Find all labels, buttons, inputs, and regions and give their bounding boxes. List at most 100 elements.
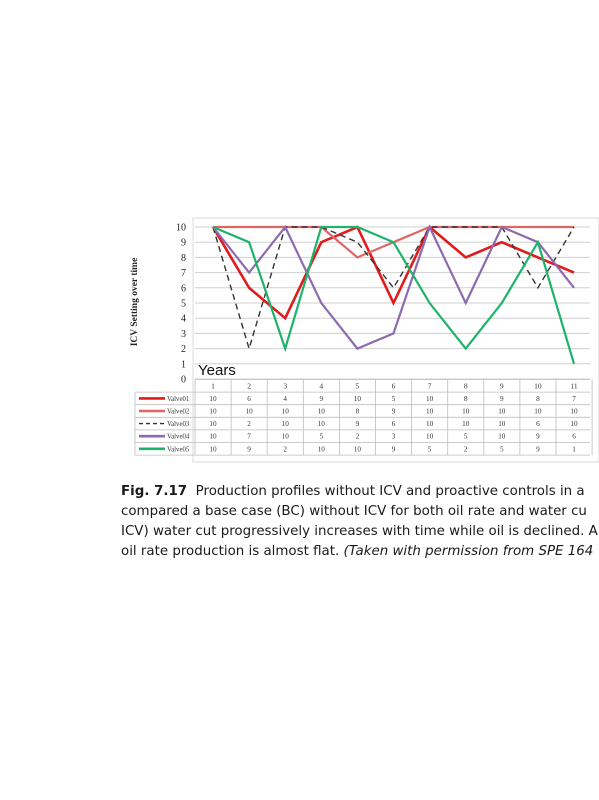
data-label: 9 — [392, 408, 396, 416]
caption-text-4: oil rate production is almost flat. — [121, 544, 344, 559]
caption-fig-label: Fig. 7.17 — [121, 484, 188, 499]
x-tick-label: 11 — [570, 382, 577, 391]
data-label: 10 — [354, 445, 362, 453]
series-line-valve05 — [212, 225, 576, 365]
y-tick-label: 5 — [181, 299, 186, 310]
data-label: 10 — [570, 420, 578, 428]
data-label: 10 — [534, 408, 542, 416]
series-line-valve04 — [212, 224, 575, 350]
x-tick-label: 2 — [247, 382, 251, 391]
data-label: 8 — [356, 408, 360, 416]
data-label: 10 — [318, 408, 326, 416]
data-label: 10 — [354, 395, 362, 403]
data-label: 6 — [247, 395, 251, 403]
data-label: 9 — [320, 395, 324, 403]
y-tick-label: 3 — [181, 329, 186, 340]
data-label: 9 — [247, 445, 251, 453]
data-label: 10 — [318, 420, 326, 428]
data-label: 5 — [320, 433, 324, 441]
data-label: 10 — [426, 395, 434, 403]
data-label: 9 — [536, 433, 540, 441]
data-label: 10 — [282, 433, 290, 441]
y-axis-label: ICV Setting over time — [130, 258, 140, 347]
data-label: 10 — [498, 420, 506, 428]
x-tick-label: 6 — [392, 382, 396, 391]
data-label: 10 — [282, 420, 290, 428]
data-label: 4 — [283, 395, 287, 403]
x-tick-label: 9 — [500, 382, 504, 391]
data-label: 10 — [426, 408, 434, 416]
data-label: 10 — [570, 408, 578, 416]
data-label: 2 — [283, 445, 287, 453]
y-tick-labels: 0 1 2 3 4 5 6 7 8 9 10 — [176, 223, 186, 386]
caption-credit: (Taken with permission from SPE 164 — [343, 544, 594, 559]
x-tick-label: 7 — [428, 382, 432, 391]
data-label: 10 — [209, 408, 217, 416]
data-label: 10 — [462, 408, 470, 416]
caption-text-1: Production profiles without ICV and proa… — [195, 484, 585, 499]
data-label: 1 — [572, 445, 576, 453]
data-label: 10 — [498, 433, 506, 441]
y-tick-label: 2 — [181, 344, 186, 355]
x-tick-label: 4 — [319, 382, 323, 391]
x-tick-label: 5 — [356, 382, 360, 391]
data-label: 10 — [318, 445, 326, 453]
x-tick-label: 8 — [464, 382, 468, 391]
x-tick-label: 3 — [283, 382, 287, 391]
data-table: 1 2 3 4 5 6 7 8 9 10 11 Valve01 10 6 4 9 10 5 10 8 9 8 7 Valve0… — [134, 379, 593, 456]
legend-entry: Valve01 — [167, 396, 189, 403]
caption-line-4: oil rate production is almost flat. (Tak… — [121, 542, 599, 562]
data-label: 7 — [247, 433, 251, 441]
data-label: 10 — [209, 433, 217, 441]
y-tick-label: 0 — [181, 375, 186, 386]
data-label: 2 — [356, 433, 360, 441]
data-label: 7 — [572, 395, 576, 403]
y-tick-label: 10 — [176, 223, 186, 234]
data-label: 5 — [392, 395, 396, 403]
data-label: 9 — [356, 420, 360, 428]
data-label: 10 — [426, 433, 434, 441]
data-label: 3 — [392, 433, 396, 441]
data-label: 9 — [500, 395, 504, 403]
data-label: 6 — [392, 420, 396, 428]
data-label: 10 — [462, 420, 470, 428]
data-label: 8 — [464, 395, 468, 403]
data-label: 10 — [209, 420, 217, 428]
data-label: 10 — [246, 408, 254, 416]
caption-line-2: compared a base case (BC) without ICV fo… — [121, 504, 587, 519]
data-label: 9 — [536, 445, 540, 453]
x-tick-label: 1 — [211, 382, 215, 391]
y-tick-label: 4 — [181, 314, 186, 325]
data-label: 10 — [498, 408, 506, 416]
legend-entry: Valve04 — [167, 434, 190, 441]
data-label: 5 — [464, 433, 468, 441]
figure-caption: Fig. 7.17 Production profiles without IC… — [121, 482, 599, 592]
data-label: 8 — [536, 395, 540, 403]
x-axis-label: Years — [198, 362, 236, 379]
data-label: 6 — [572, 433, 576, 441]
data-label: 5 — [500, 445, 504, 453]
x-tick-label: 10 — [534, 382, 542, 391]
series-lines — [211, 224, 576, 365]
data-label: 10 — [209, 395, 217, 403]
data-label: 2 — [464, 445, 468, 453]
y-tick-label: 9 — [181, 238, 186, 249]
y-tick-label: 1 — [181, 359, 186, 370]
icv-chart: 0 1 2 3 4 5 6 7 8 9 10 ICV Setting over time Years… — [130, 217, 599, 463]
data-label: 6 — [536, 420, 540, 428]
legend-entry: Valve03 — [167, 421, 190, 428]
caption-line-3: ICV) water cut progressively increases w… — [121, 524, 598, 539]
y-tick-label: 8 — [181, 253, 186, 264]
y-tick-label: 6 — [181, 283, 186, 294]
legend-entry: Valve05 — [167, 446, 190, 453]
data-label: 2 — [247, 420, 251, 428]
legend-entry: Valve02 — [167, 409, 190, 416]
y-tick-label: 7 — [181, 268, 186, 279]
series-line-valve03 — [212, 226, 575, 352]
data-label: 10 — [282, 408, 290, 416]
data-label: 10 — [426, 420, 434, 428]
data-label: 9 — [392, 445, 396, 453]
data-label: 5 — [428, 445, 432, 453]
caption-line-1: Fig. 7.17 Production profiles without IC… — [121, 482, 599, 502]
chart-frame — [192, 217, 599, 463]
